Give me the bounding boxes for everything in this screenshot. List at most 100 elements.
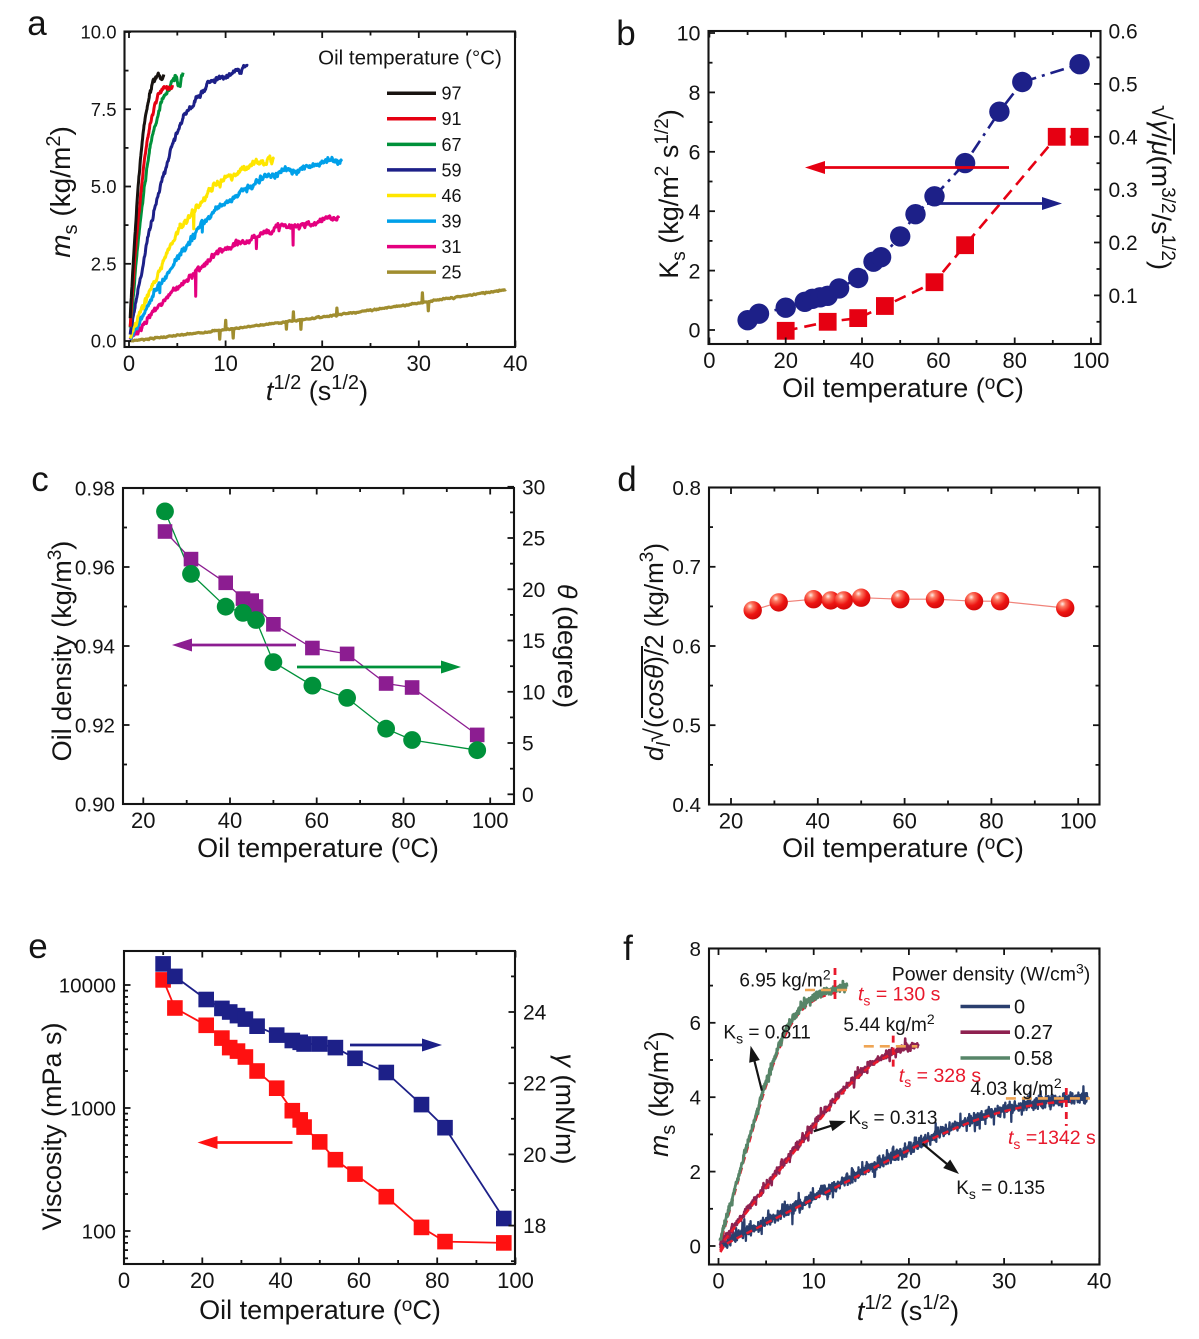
svg-text:ts =1342 s: ts =1342 s <box>1008 1127 1096 1152</box>
svg-text:ms (kg/m2): ms (kg/m2) <box>641 1031 680 1157</box>
svg-text:60: 60 <box>892 809 916 834</box>
svg-text:0.94: 0.94 <box>75 635 115 658</box>
svg-text:10: 10 <box>677 22 701 46</box>
svg-text:46: 46 <box>442 186 462 206</box>
svg-text:a: a <box>27 4 47 43</box>
svg-text:91: 91 <box>442 109 462 129</box>
svg-text:5.44 kg/m2: 5.44 kg/m2 <box>843 1011 934 1036</box>
svg-text:10.0: 10.0 <box>80 22 116 43</box>
svg-text:18: 18 <box>523 1215 546 1238</box>
svg-text:γ (mN/m): γ (mN/m) <box>550 1054 580 1165</box>
svg-text:b: b <box>616 14 635 53</box>
svg-text:5.0: 5.0 <box>91 176 117 197</box>
svg-text:40: 40 <box>268 1268 292 1293</box>
svg-text:40: 40 <box>503 351 527 376</box>
svg-text:80: 80 <box>979 809 1003 834</box>
svg-text:Ks = 0.135: Ks = 0.135 <box>956 1178 1045 1202</box>
svg-text:60: 60 <box>304 808 328 833</box>
svg-text:100: 100 <box>472 808 509 833</box>
svg-text:80: 80 <box>425 1268 449 1293</box>
svg-text:0: 0 <box>712 1269 724 1294</box>
svg-text:40: 40 <box>850 348 874 373</box>
svg-text:0.8: 0.8 <box>672 477 701 500</box>
svg-text:0.3: 0.3 <box>1109 179 1138 202</box>
svg-text:Oil temperature (oC): Oil temperature (oC) <box>199 1295 441 1325</box>
svg-text:0: 0 <box>1014 997 1025 1019</box>
svg-text:30: 30 <box>407 351 431 376</box>
svg-text:1000: 1000 <box>70 1097 116 1120</box>
svg-text:80: 80 <box>1002 348 1026 373</box>
svg-text:0.6: 0.6 <box>1109 21 1138 44</box>
svg-text:t1/2 (s1/2): t1/2 (s1/2) <box>266 372 368 406</box>
svg-text:dl√(cosθ)/2 (kg/m3): dl√(cosθ)/2 (kg/m3) <box>637 543 675 761</box>
svg-text:20: 20 <box>190 1268 214 1293</box>
svg-text:0.6: 0.6 <box>672 635 701 658</box>
svg-text:6.95 kg/m2: 6.95 kg/m2 <box>739 967 830 992</box>
svg-text:60: 60 <box>347 1268 371 1293</box>
svg-text:ts = 130 s: ts = 130 s <box>858 984 941 1009</box>
svg-text:0: 0 <box>690 1235 701 1258</box>
svg-text:0.5: 0.5 <box>672 715 701 738</box>
svg-text:60: 60 <box>926 348 950 373</box>
svg-text:97: 97 <box>442 84 462 104</box>
svg-text:20: 20 <box>773 348 797 373</box>
svg-text:0.0: 0.0 <box>91 331 117 352</box>
svg-text:30: 30 <box>522 476 545 499</box>
svg-text:e: e <box>28 927 47 966</box>
svg-text:39: 39 <box>442 212 462 232</box>
svg-text:22: 22 <box>523 1073 546 1096</box>
svg-text:c: c <box>31 460 49 499</box>
svg-text:Oil temperature (°C): Oil temperature (°C) <box>318 47 502 70</box>
svg-text:10: 10 <box>522 681 545 704</box>
svg-text:31: 31 <box>442 237 462 257</box>
svg-text:√γ/μ(m3/2/s1/2): √γ/μ(m3/2/s1/2) <box>1146 105 1178 270</box>
svg-text:40: 40 <box>218 808 242 833</box>
svg-text:4: 4 <box>690 1087 701 1110</box>
svg-text:5: 5 <box>522 733 534 756</box>
svg-text:0: 0 <box>522 784 534 807</box>
svg-text:0.96: 0.96 <box>75 556 115 579</box>
svg-text:20: 20 <box>131 808 155 833</box>
svg-text:8: 8 <box>690 938 701 961</box>
svg-text:0.5: 0.5 <box>1109 73 1138 96</box>
svg-text:0.4: 0.4 <box>672 794 701 817</box>
svg-text:4: 4 <box>689 200 701 224</box>
svg-text:20: 20 <box>523 1144 546 1167</box>
svg-text:f: f <box>623 929 633 968</box>
svg-text:θ (degree): θ (degree) <box>552 584 582 708</box>
svg-text:0: 0 <box>689 319 701 343</box>
svg-text:Oil temperature (oC): Oil temperature (oC) <box>197 833 439 863</box>
svg-text:59: 59 <box>442 160 462 180</box>
svg-text:Oil density (kg/m3): Oil density (kg/m3) <box>45 541 77 762</box>
svg-text:100: 100 <box>1060 809 1097 834</box>
svg-text:30: 30 <box>992 1269 1016 1294</box>
svg-text:0: 0 <box>703 348 715 373</box>
svg-text:40: 40 <box>806 809 830 834</box>
svg-text:10000: 10000 <box>59 974 116 997</box>
svg-text:0.27: 0.27 <box>1014 1022 1053 1044</box>
svg-text:7.5: 7.5 <box>91 99 117 120</box>
svg-text:15: 15 <box>522 630 545 653</box>
svg-text:Ks (kg/m2 s1/2): Ks (kg/m2 s1/2) <box>652 109 690 279</box>
svg-text:100: 100 <box>82 1220 116 1243</box>
svg-text:0: 0 <box>118 1268 130 1293</box>
svg-text:40: 40 <box>1087 1269 1111 1294</box>
svg-text:t1/2 (s1/2): t1/2 (s1/2) <box>857 1292 959 1326</box>
svg-text:0.7: 0.7 <box>672 556 701 579</box>
svg-text:d: d <box>617 460 636 499</box>
svg-text:80: 80 <box>391 808 415 833</box>
svg-text:4.03 kg/m2: 4.03 kg/m2 <box>970 1075 1061 1100</box>
svg-text:0.4: 0.4 <box>1109 126 1139 149</box>
svg-text:0.2: 0.2 <box>1109 232 1138 255</box>
svg-text:Power density (W/cm3): Power density (W/cm3) <box>892 961 1091 986</box>
svg-text:20: 20 <box>897 1269 921 1294</box>
svg-text:25: 25 <box>442 263 462 283</box>
svg-text:2: 2 <box>690 1161 701 1184</box>
svg-text:0.90: 0.90 <box>75 793 115 816</box>
svg-text:2: 2 <box>689 259 701 283</box>
svg-text:6: 6 <box>690 1012 701 1035</box>
svg-text:20: 20 <box>310 351 334 376</box>
svg-text:0.1: 0.1 <box>1109 285 1138 308</box>
svg-text:0: 0 <box>123 351 135 376</box>
svg-text:24: 24 <box>523 1002 547 1025</box>
